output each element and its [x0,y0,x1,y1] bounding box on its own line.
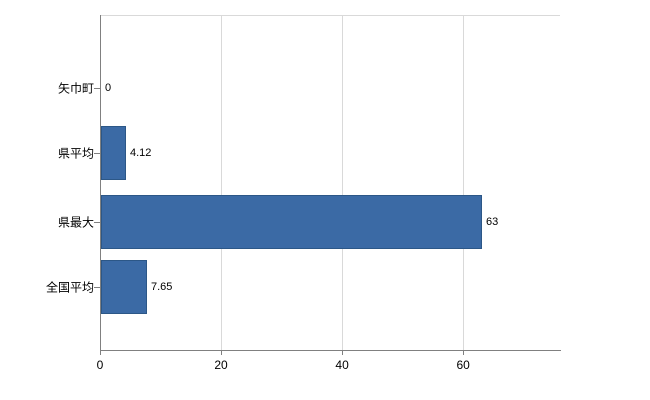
value-label-2: 63 [486,216,499,228]
category-label-3: 全国平均 [45,280,94,295]
value-label-3: 7.65 [151,281,173,293]
category-label-2: 県最大 [57,215,94,230]
x-tick-label-60: 60 [456,358,470,372]
plot-top-border [100,15,560,16]
gridline-x-40 [342,15,344,350]
x-tick-label-40: 40 [335,358,349,372]
x-tick-label-0: 0 [96,358,104,372]
value-label-0: 0 [105,82,112,94]
y-tick-mark-0 [94,88,100,89]
x-tick-mark-60 [463,350,465,355]
y-tick-mark-1 [94,153,100,154]
y-tick-mark-3 [94,287,100,288]
gridline-x-20 [221,15,223,350]
bar-2[interactable] [101,195,482,249]
value-label-1: 4.12 [130,147,152,159]
x-tick-mark-0 [100,350,101,355]
x-tick-mark-20 [221,350,223,355]
category-label-0: 矢巾町 [57,81,94,96]
x-axis-line [100,350,561,351]
y-axis-line [100,15,101,350]
gridline-x-60 [463,15,465,350]
x-tick-mark-40 [342,350,344,355]
y-tick-mark-2 [94,222,100,223]
category-label-1: 県平均 [57,146,94,161]
bar-1[interactable] [101,126,126,180]
bar-3[interactable] [101,260,147,314]
x-tick-label-20: 20 [214,358,228,372]
